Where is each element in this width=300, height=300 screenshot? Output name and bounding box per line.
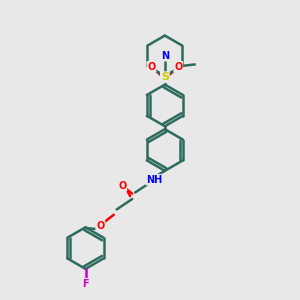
Text: O: O <box>118 181 127 191</box>
Text: O: O <box>96 221 104 231</box>
Text: O: O <box>147 62 156 72</box>
Text: N: N <box>161 51 169 61</box>
Text: O: O <box>174 62 182 72</box>
Text: NH: NH <box>146 175 163 185</box>
Text: S: S <box>161 72 169 82</box>
Text: F: F <box>82 279 89 289</box>
